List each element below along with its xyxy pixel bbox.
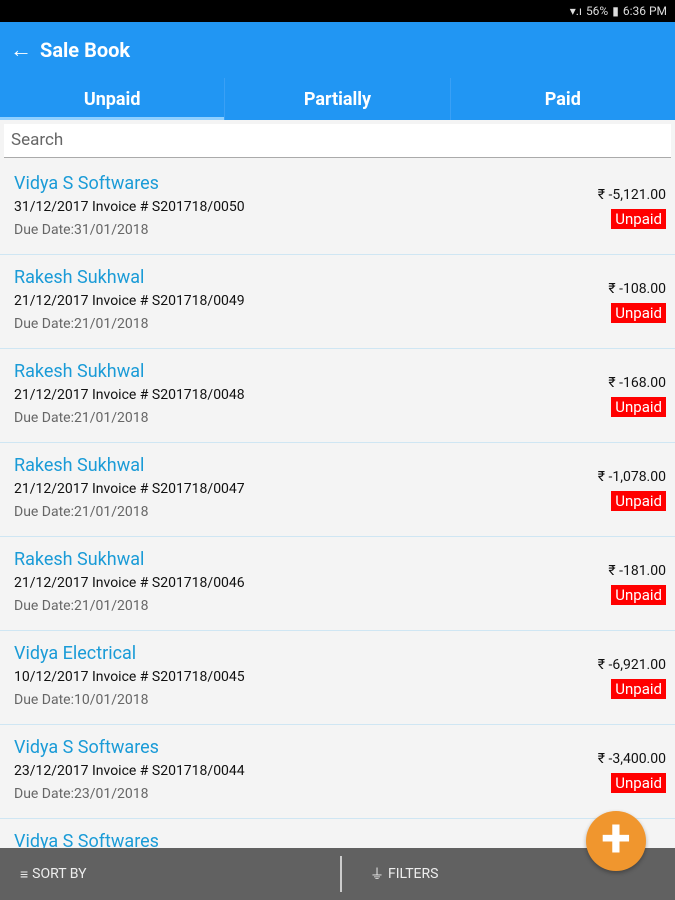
customer-name: Rakesh Sukhwal (14, 267, 145, 288)
status-badge: Unpaid (611, 209, 666, 229)
invoice-amount: ₹ -6,921.00 (597, 657, 666, 673)
invoice-date-number: 21/12/2017 Invoice # S201718/0046 (14, 575, 245, 591)
page-title: Sale Book (40, 38, 131, 62)
invoice-date-number: 31/12/2017 Invoice # S201718/0050 (14, 199, 245, 215)
invoice-amount: ₹ -5,121.00 (597, 187, 666, 203)
search-input[interactable]: Search (4, 124, 671, 158)
customer-name: Vidya S Softwares (14, 737, 159, 758)
status-badge: Unpaid (611, 303, 666, 323)
due-date: Due Date:21/01/2018 (14, 504, 149, 520)
back-arrow-icon[interactable]: ← (10, 38, 32, 63)
due-date: Due Date:21/01/2018 (14, 598, 149, 614)
customer-name: Vidya Electrical (14, 643, 137, 664)
wifi-icon: ▾.ı (569, 4, 582, 18)
customer-name: Rakesh Sukhwal (14, 455, 145, 476)
sort-by-button[interactable]: ≡ SORT BY (20, 866, 87, 883)
bottom-bar: ≡ SORT BY ⏚ FILTERS (0, 848, 675, 900)
app-bar: ← Sale Book (0, 22, 675, 78)
status-badge: Unpaid (611, 397, 666, 417)
status-badge: Unpaid (611, 491, 666, 511)
tab-bar: Unpaid Partially Paid (0, 78, 675, 120)
invoice-row[interactable]: Vidya Electrical 10/12/2017 Invoice # S20… (0, 631, 675, 725)
tab-paid[interactable]: Paid (544, 88, 581, 110)
invoice-date-number: 23/12/2017 Invoice # S201718/0044 (14, 763, 245, 779)
customer-name: Rakesh Sukhwal (14, 361, 145, 382)
filters-label: FILTERS (388, 866, 439, 882)
filter-icon: ⏚ (370, 867, 384, 883)
add-invoice-button[interactable]: + (586, 811, 646, 871)
invoice-amount: ₹ -108.00 (608, 281, 666, 297)
filters-button[interactable]: ⏚ FILTERS (370, 864, 438, 884)
sort-icon: ≡ (20, 866, 29, 883)
due-date: Due Date:21/01/2018 (14, 316, 149, 332)
invoice-date-number: 10/12/2017 Invoice # S201718/0045 (14, 669, 245, 685)
battery-level: 56% (585, 4, 609, 18)
invoice-date-number: 21/12/2017 Invoice # S201718/0048 (14, 387, 245, 403)
invoice-row[interactable]: Rakesh Sukhwal 21/12/2017 Invoice # S2017… (0, 349, 675, 443)
tab-partially[interactable]: Partially (225, 78, 451, 120)
invoice-date-number: 21/12/2017 Invoice # S201718/0047 (14, 481, 245, 497)
invoice-amount: ₹ -181.00 (608, 563, 666, 579)
status-badge: Unpaid (611, 585, 666, 605)
plus-icon: + (601, 807, 631, 870)
divider (340, 856, 342, 892)
battery-icon: ▮ (612, 4, 619, 18)
sort-by-label: SORT BY (32, 866, 87, 882)
customer-name: Rakesh Sukhwal (14, 549, 145, 570)
status-badge: Unpaid (611, 679, 666, 699)
invoice-row[interactable]: Vidya S Softwares 31/12/2017 Invoice # S2… (0, 161, 675, 255)
status-bar: ▾.ı 56% ▮ 6:36 PM (0, 0, 675, 22)
tab-unpaid[interactable]: Unpaid (0, 78, 226, 120)
invoice-date-number: 21/12/2017 Invoice # S201718/0049 (14, 293, 245, 309)
customer-name: Vidya S Softwares (14, 831, 159, 848)
customer-name: Vidya S Softwares (14, 173, 159, 194)
invoice-list[interactable]: Vidya S Softwares 31/12/2017 Invoice # S2… (0, 161, 675, 848)
due-date: Due Date:23/01/2018 (14, 786, 149, 802)
due-date: Due Date:31/01/2018 (14, 222, 149, 238)
due-date: Due Date:21/01/2018 (14, 410, 149, 426)
invoice-row[interactable]: Vidya S Softwares 23/12/2017 Invoice # S2… (0, 725, 675, 819)
invoice-row[interactable]: Rakesh Sukhwal 21/12/2017 Invoice # S2017… (0, 255, 675, 349)
invoice-amount: ₹ -3,400.00 (597, 751, 666, 767)
invoice-row[interactable]: Vidya S Softwares (0, 819, 675, 848)
invoice-amount: ₹ -168.00 (608, 375, 666, 391)
status-badge: Unpaid (611, 773, 666, 793)
invoice-row[interactable]: Rakesh Sukhwal 21/12/2017 Invoice # S2017… (0, 443, 675, 537)
invoice-row[interactable]: Rakesh Sukhwal 21/12/2017 Invoice # S2017… (0, 537, 675, 631)
clock: 6:36 PM (622, 4, 667, 18)
invoice-amount: ₹ -1,078.00 (597, 469, 666, 485)
due-date: Due Date:10/01/2018 (14, 692, 149, 708)
